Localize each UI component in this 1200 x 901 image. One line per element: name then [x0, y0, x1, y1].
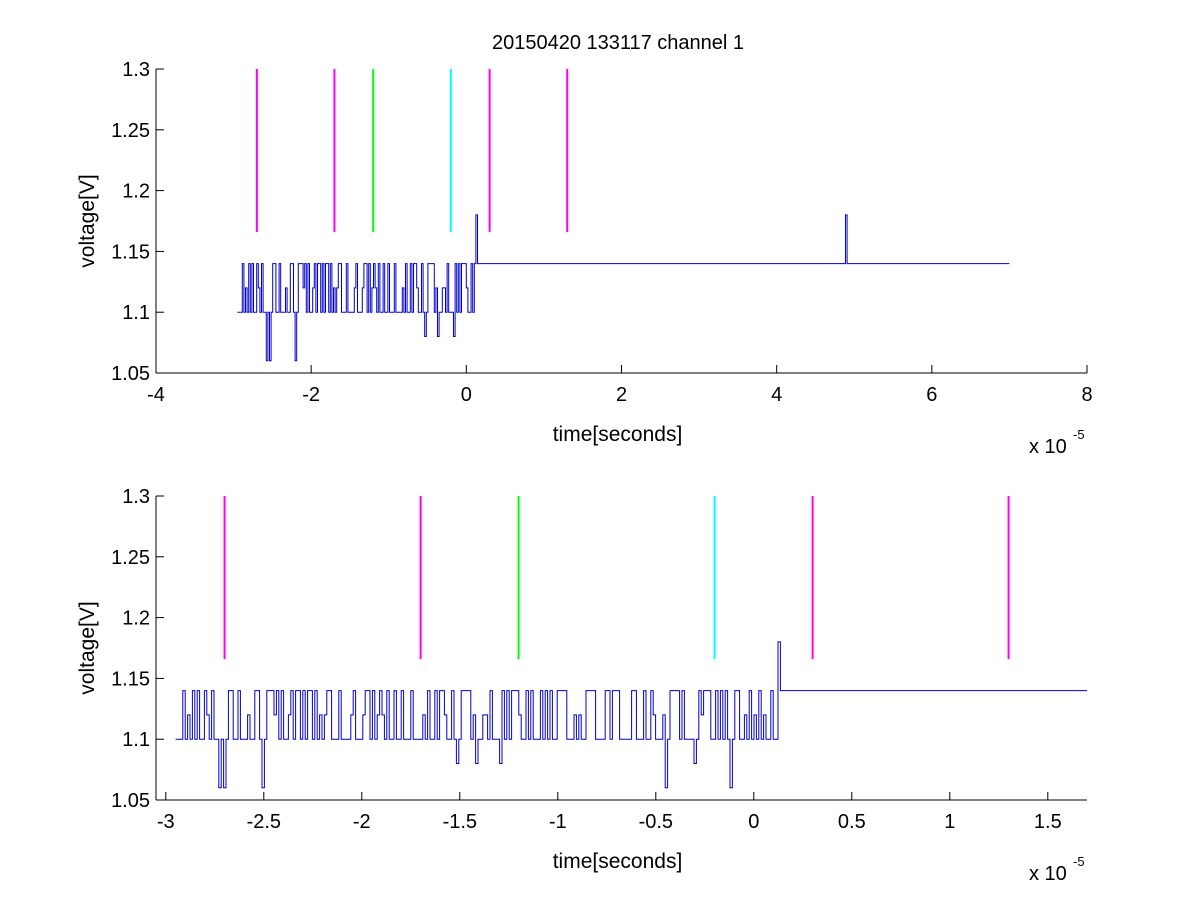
- y-tick-label: 1.25: [111, 120, 150, 142]
- figure-title: 20150420 133117 channel 1: [492, 32, 744, 54]
- y-tick-label: 1.1: [122, 729, 150, 751]
- y-axis-label: voltage[V]: [76, 601, 99, 694]
- y-axis-label: voltage[V]: [76, 174, 99, 267]
- x-exponent-power: -5: [1073, 854, 1085, 869]
- y-tick-label: 1.15: [111, 668, 150, 690]
- x-tick-label: -2.5: [247, 811, 281, 833]
- x-tick-label: -2: [353, 811, 371, 833]
- y-tick-label: 1.15: [111, 241, 150, 263]
- x-tick-label: -2: [302, 384, 320, 406]
- signal-trace: [237, 214, 1010, 362]
- x-exponent-label: x 10: [1029, 863, 1067, 885]
- y-tick-label: 1.2: [122, 181, 150, 203]
- x-tick-label: 4: [771, 384, 782, 406]
- x-tick-label: 1.5: [1034, 811, 1062, 833]
- y-tick-label: 1.05: [111, 363, 150, 385]
- top-plot: -4 -2 0 2 4 6 8 1.05 1.1 1.15 1.2 1.25 1.3 time[secon…: [76, 59, 1093, 458]
- x-axis-label: time[seconds]: [553, 423, 683, 446]
- x-tick-label: -4: [147, 384, 165, 406]
- y-tick-label: 1.2: [122, 608, 150, 630]
- y-tick-label: 1.3: [122, 59, 150, 81]
- x-exponent-label: x 10: [1029, 436, 1067, 458]
- x-exponent-power: -5: [1073, 427, 1085, 442]
- y-tick-label: 1.25: [111, 547, 150, 569]
- x-tick-label: 2: [616, 384, 627, 406]
- y-tick-label: 1.05: [111, 790, 150, 812]
- x-axis-label: time[seconds]: [553, 850, 683, 873]
- x-tick-label: 6: [926, 384, 937, 406]
- x-tick-label: 0: [461, 384, 472, 406]
- signal-trace: [175, 641, 1087, 789]
- x-tick-label: 0.5: [838, 811, 866, 833]
- bottom-plot: -3 -2.5 -2 -1.5 -1 -0.5 0 0.5 1 1.5 1.05 1.1 1.15 1.2…: [76, 486, 1087, 885]
- x-tick-label: -3: [157, 811, 175, 833]
- x-tick-label: 8: [1081, 384, 1092, 406]
- x-tick-label: -0.5: [639, 811, 673, 833]
- x-tick-label: -1: [549, 811, 567, 833]
- y-tick-label: 1.1: [122, 302, 150, 324]
- y-tick-label: 1.3: [122, 486, 150, 508]
- x-tick-label: 0: [748, 811, 759, 833]
- x-tick-label: 1: [944, 811, 955, 833]
- x-tick-label: -1.5: [443, 811, 477, 833]
